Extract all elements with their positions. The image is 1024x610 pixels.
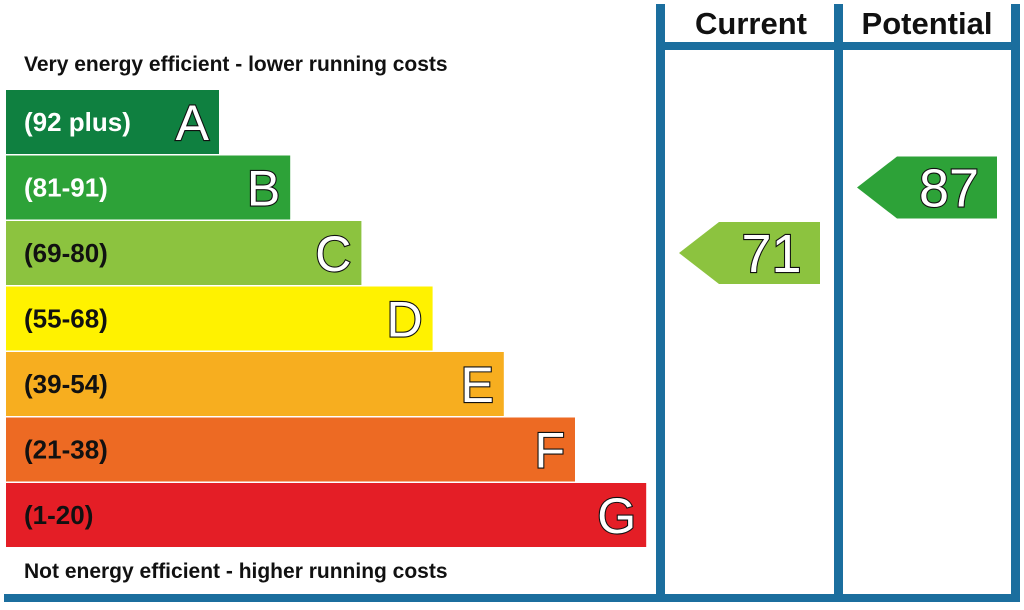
- band-range-label: (92 plus): [24, 107, 131, 137]
- band-letter: G: [597, 488, 636, 544]
- current-rating-arrow: 71: [679, 222, 820, 285]
- rating-arrows: 71 87: [679, 156, 997, 285]
- band-letter: F: [534, 423, 565, 479]
- band-a: (92 plus) A: [6, 90, 219, 154]
- current-rating-arrow-value: 71: [741, 224, 801, 284]
- band-range-label: (69-80): [24, 238, 108, 268]
- band-bar-b: [6, 155, 291, 220]
- band-range-label: (21-38): [24, 435, 108, 465]
- band-bar-d: [6, 286, 433, 351]
- band-letter: B: [247, 161, 280, 217]
- frame-divider-middle: [834, 4, 843, 602]
- band-d: (55-68) D: [6, 286, 433, 351]
- band-letter: D: [386, 292, 422, 348]
- band-range-label: (39-54): [24, 369, 108, 399]
- band-bar-c: [6, 221, 362, 285]
- band-e: (39-54) E: [6, 352, 504, 416]
- band-range-label: (55-68): [24, 304, 108, 334]
- band-letter: A: [176, 95, 210, 151]
- potential-rating-arrow-value: 87: [919, 159, 979, 219]
- rating-bands: (92 plus) A(81-91) B(69-80) C(55-68) D(39-54…: [6, 90, 647, 547]
- frame-header-rule: [656, 42, 1020, 50]
- bottom-caption: Not energy efficient - higher running co…: [24, 560, 448, 583]
- band-bar-a: [6, 90, 219, 154]
- chart-frame: [4, 4, 1020, 602]
- band-b: (81-91) B: [6, 155, 291, 220]
- band-bar-g: [6, 483, 647, 547]
- current-rating-arrow-shape: [679, 222, 820, 284]
- band-range-label: (1-20): [24, 500, 93, 530]
- band-f: (21-38) F: [6, 417, 575, 482]
- top-caption: Very energy efficient - lower running co…: [24, 53, 448, 76]
- band-bar-e: [6, 352, 504, 416]
- band-g: (1-20) G: [6, 483, 647, 547]
- potential-rating-arrow-shape: [857, 156, 997, 219]
- potential-column-heading: Potential: [862, 6, 993, 41]
- band-bar-f: [6, 417, 575, 482]
- band-letter: C: [315, 226, 351, 282]
- band-range-label: (81-91): [24, 173, 108, 203]
- frame-divider-right: [1011, 4, 1020, 602]
- potential-rating-arrow: 87: [857, 156, 997, 220]
- band-letter: E: [460, 357, 493, 413]
- frame-bottom-rule: [4, 594, 1020, 602]
- band-c: (69-80) C: [6, 221, 362, 285]
- frame-divider-left: [656, 4, 665, 602]
- current-column-heading: Current: [695, 6, 807, 41]
